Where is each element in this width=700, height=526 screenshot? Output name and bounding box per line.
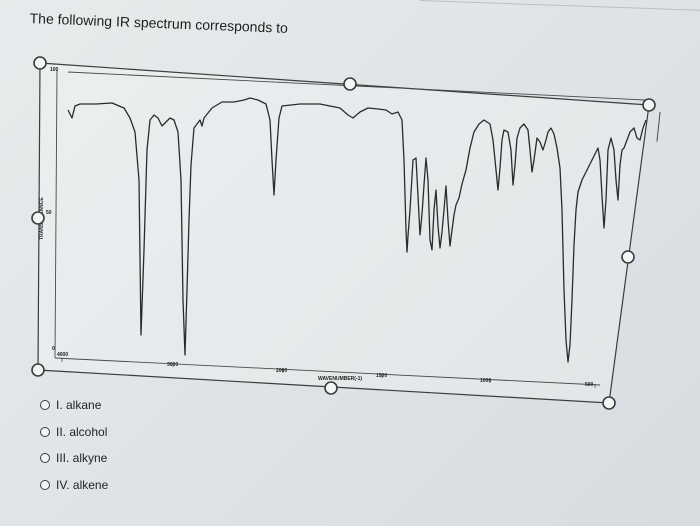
x-tick-500: 500: [585, 382, 594, 388]
ir-spectrum-trace: [67, 97, 647, 363]
x-tick-2000: 2000: [276, 368, 287, 374]
radio-button[interactable]: [40, 400, 50, 411]
resize-handle-top-right[interactable]: [642, 98, 656, 112]
x-axis-line: [54, 357, 601, 386]
radio-button[interactable]: [40, 426, 50, 437]
chart-top-border: [67, 71, 646, 101]
resize-handle-middle-left[interactable]: [31, 211, 45, 225]
option-alkyne[interactable]: III. alkyne: [36, 445, 108, 472]
option-alkene[interactable]: IV. alkene: [36, 472, 108, 499]
option-alkane[interactable]: I. alkane: [36, 392, 108, 419]
x-tick-1000: 1000: [480, 378, 491, 384]
option-label: I. alkane: [56, 398, 102, 413]
y-tick-50: 50: [46, 210, 52, 216]
answer-options: I. alkane II. alcohol III. alkyne IV. al…: [36, 392, 108, 498]
image-selection-frame: [37, 62, 650, 404]
x-tick-3000: 3000: [167, 362, 178, 368]
y-axis-line: [54, 69, 58, 359]
x-tick-marks: [61, 358, 596, 388]
option-label: IV. alkene: [56, 477, 109, 492]
option-label: II. alcohol: [56, 424, 108, 439]
option-alcohol[interactable]: II. alcohol: [36, 419, 108, 446]
resize-handle-top-left[interactable]: [33, 56, 47, 70]
y-tick-0: 0: [52, 346, 55, 352]
radio-button[interactable]: [40, 479, 50, 490]
radio-button[interactable]: [40, 453, 50, 464]
x-tick-1500: 1500: [376, 373, 387, 379]
resize-handle-top-middle[interactable]: [343, 77, 357, 91]
y-tick-100: 100: [50, 67, 59, 73]
resize-handle-bottom-middle[interactable]: [324, 381, 338, 395]
x-axis-title: WAVENUMBER(-1): [318, 376, 362, 382]
option-label: III. alkyne: [56, 451, 108, 466]
resize-handle-bottom-left[interactable]: [31, 363, 45, 377]
x-tick-4000: 4000: [57, 352, 68, 358]
resize-handle-bottom-right[interactable]: [602, 396, 616, 410]
resize-handle-middle-right[interactable]: [621, 250, 635, 264]
